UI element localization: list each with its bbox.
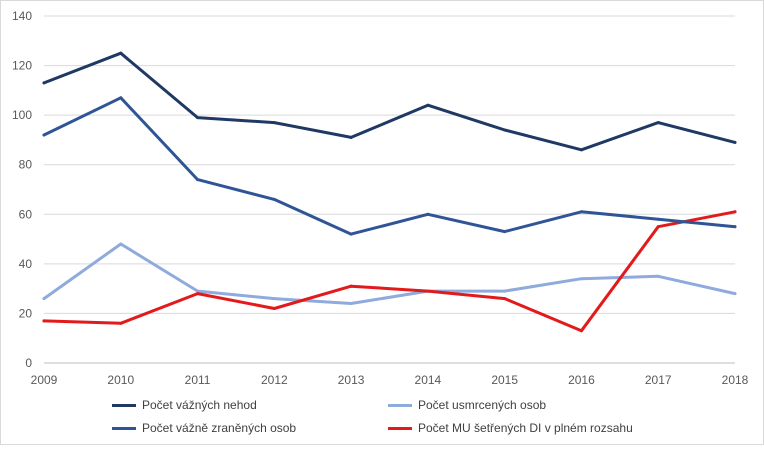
x-tick-label: 2011 xyxy=(185,373,211,387)
series-1 xyxy=(42,242,737,306)
data-point xyxy=(656,217,660,221)
data-point xyxy=(426,212,430,216)
data-point xyxy=(42,319,46,323)
legend-item-fatalities: Počet usmrcených osob xyxy=(388,398,546,412)
x-tick-label: 2018 xyxy=(722,373,749,387)
y-tick-label: 100 xyxy=(12,108,32,122)
data-point xyxy=(733,292,737,296)
data-point xyxy=(196,116,200,120)
x-tick-label: 2017 xyxy=(645,373,672,387)
data-point xyxy=(733,140,737,144)
y-tick-label: 140 xyxy=(12,9,32,23)
y-tick-label: 120 xyxy=(12,59,32,73)
series-line xyxy=(42,242,737,305)
data-point xyxy=(349,302,353,306)
data-point xyxy=(426,103,430,107)
legend-label: Počet vážně zraněných osob xyxy=(142,421,297,435)
data-point xyxy=(119,51,123,55)
data-point xyxy=(733,210,737,214)
legend-item-serious-accidents: Počet vážných nehod xyxy=(112,398,257,412)
y-tick-label: 80 xyxy=(19,158,33,172)
y-tick-label: 20 xyxy=(19,306,33,320)
legend-label: Počet MU šetřených DI v plném rozsahu xyxy=(418,421,633,435)
x-tick-label: 2016 xyxy=(568,373,595,387)
data-point xyxy=(272,297,276,301)
data-point xyxy=(503,128,507,132)
legend-label: Počet vážných nehod xyxy=(142,398,257,412)
data-point xyxy=(272,197,276,201)
x-tick-label: 2009 xyxy=(31,373,58,387)
x-tick-label: 2013 xyxy=(338,373,365,387)
x-axis-tick-labels: 2009 2010 2011 2012 2013 2014 2015 2016 2017 2018 xyxy=(31,373,749,387)
data-point xyxy=(656,225,660,229)
data-point xyxy=(119,321,123,325)
legend-swatch xyxy=(388,403,412,407)
legend-swatch xyxy=(388,426,412,430)
data-point xyxy=(119,96,123,100)
x-tick-label: 2010 xyxy=(107,373,134,387)
y-axis-tick-labels: 0 20 40 60 80 100 120 140 xyxy=(12,9,32,370)
y-tick-label: 40 xyxy=(19,257,33,271)
data-point xyxy=(656,121,660,125)
y-tick-label: 0 xyxy=(25,356,32,370)
y-tick-label: 60 xyxy=(19,207,33,221)
data-point xyxy=(42,81,46,85)
x-tick-label: 2014 xyxy=(415,373,442,387)
data-point xyxy=(196,289,200,293)
data-point xyxy=(656,274,660,278)
legend-swatch xyxy=(112,426,136,430)
data-point xyxy=(272,306,276,310)
data-point xyxy=(272,121,276,125)
legend-item-seriously-injured: Počet vážně zraněných osob xyxy=(112,421,296,435)
data-point xyxy=(42,297,46,301)
data-point xyxy=(579,277,583,281)
gridlines xyxy=(44,15,735,364)
series-2 xyxy=(42,96,737,236)
legend-swatch xyxy=(112,403,136,407)
data-point xyxy=(503,230,507,234)
series-lines xyxy=(42,51,737,333)
x-tick-label: 2012 xyxy=(261,373,288,387)
x-tick-label: 2015 xyxy=(491,373,518,387)
data-point xyxy=(426,289,430,293)
series-0 xyxy=(42,51,737,152)
data-point xyxy=(503,297,507,301)
data-point xyxy=(733,225,737,229)
series-line xyxy=(42,51,737,152)
series-line xyxy=(42,210,737,333)
data-point xyxy=(196,292,200,296)
series-3 xyxy=(42,210,737,333)
data-point xyxy=(579,210,583,214)
legend-label: Počet usmrcených osob xyxy=(418,398,547,412)
data-point xyxy=(42,133,46,137)
legend-item-investigated-accidents: Počet MU šetřených DI v plném rozsahu xyxy=(388,421,633,435)
data-point xyxy=(119,242,123,246)
data-point xyxy=(196,178,200,182)
data-point xyxy=(349,284,353,288)
data-point xyxy=(349,232,353,236)
data-point xyxy=(349,135,353,139)
data-point xyxy=(579,329,583,333)
series-line xyxy=(42,96,737,236)
data-point xyxy=(579,148,583,152)
data-point xyxy=(503,289,507,293)
